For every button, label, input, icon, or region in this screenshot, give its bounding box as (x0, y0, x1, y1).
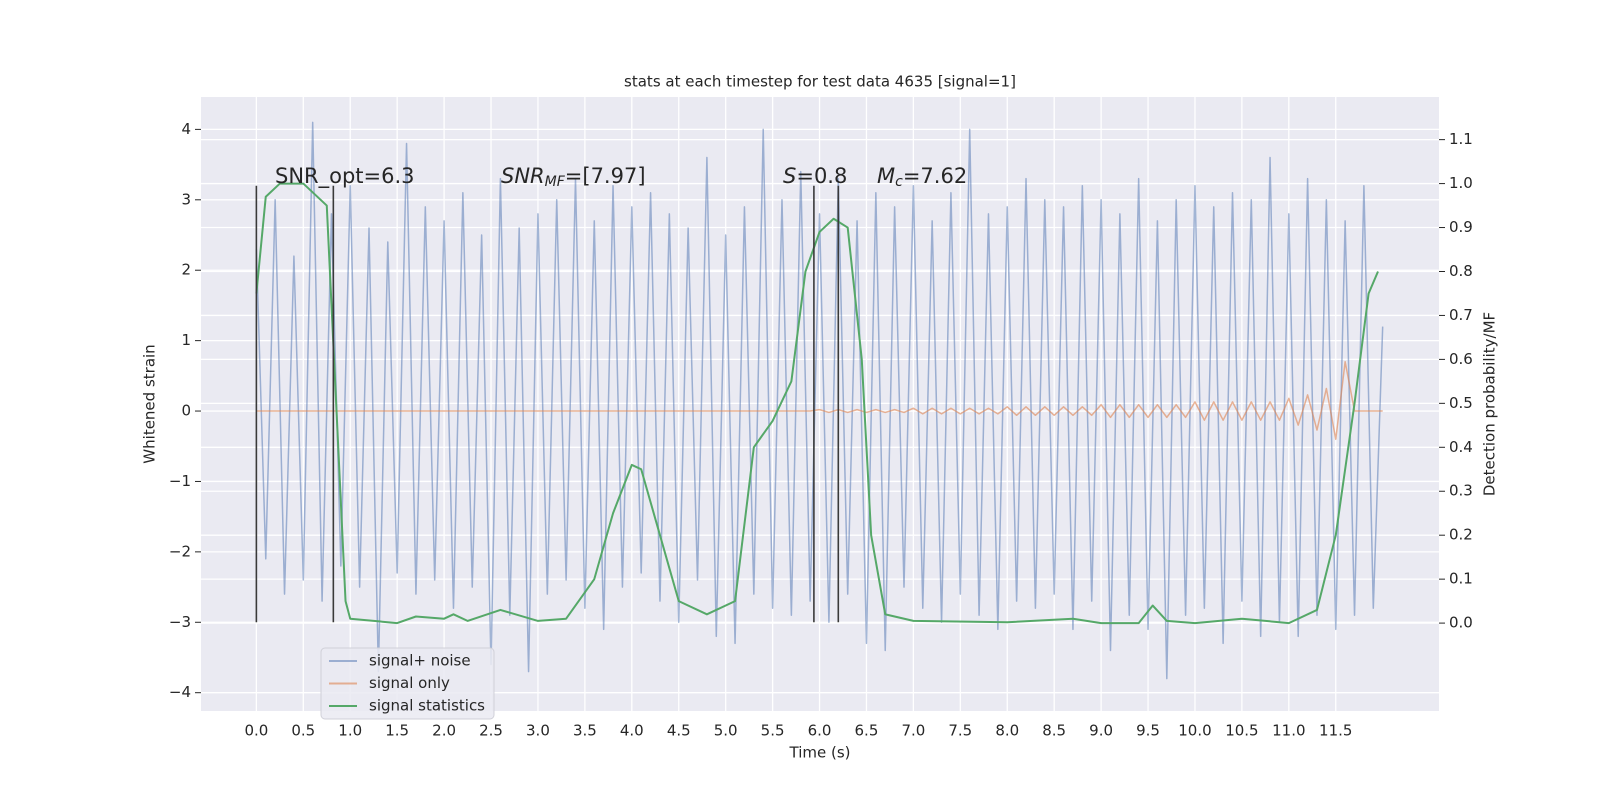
y-axis-label: Whitened strain (141, 344, 159, 463)
x-tick-label: 6.0 (808, 722, 832, 740)
y-tick-label: 1 (181, 331, 191, 349)
x-tick-label: 9.5 (1136, 722, 1160, 740)
annotation: Mc=7.62 (877, 164, 967, 190)
annotation-part: c (895, 174, 903, 190)
x-tick-label: 9.0 (1089, 722, 1113, 740)
y2-tick-label: 0.3 (1449, 482, 1473, 500)
y-tick-label: 2 (181, 261, 191, 279)
x-tick-label: 2.5 (479, 722, 503, 740)
legend-box (320, 647, 495, 720)
x-tick-label: 1.0 (338, 722, 362, 740)
y-tick-label: −3 (169, 613, 191, 631)
x-tick-label: 1.5 (385, 722, 409, 740)
y-tick-label: −1 (169, 472, 191, 490)
y-tick-label: 4 (181, 120, 191, 138)
annotation-part: MF (545, 174, 566, 190)
marks (255, 121, 1384, 680)
x-tick-label: 6.5 (855, 722, 879, 740)
y-tick-label: 0 (181, 402, 191, 420)
y2-tick-label: 0.4 (1449, 438, 1473, 456)
x-tick-label: 3.0 (526, 722, 550, 740)
series-line (255, 121, 1384, 680)
y2-tick-label: 0.5 (1449, 394, 1473, 412)
legend: signal+ noise signal only signal statistic… (320, 647, 495, 720)
annotation-part: =0.8 (796, 164, 847, 188)
x-tick-label: 11.0 (1272, 722, 1305, 740)
y-tick-label: 3 (181, 190, 191, 208)
annotation-part: M (877, 164, 895, 188)
annotation-part: S (783, 164, 796, 188)
x-tick-label: 10.5 (1225, 722, 1258, 740)
x-tick-label: 7.5 (948, 722, 972, 740)
x-tick-label: 0.0 (244, 722, 268, 740)
chart-title: stats at each timestep for test data 463… (624, 73, 1016, 91)
x-tick-label: 0.5 (291, 722, 315, 740)
legend-label: signal only (369, 674, 450, 692)
y2-tick-label: 0.9 (1449, 218, 1473, 236)
x-tick-label: 4.5 (667, 722, 691, 740)
annotation: S=0.8 (783, 164, 847, 188)
x-tick-label: 11.5 (1319, 722, 1352, 740)
y2-axis-label: Detection probability/MF (1481, 312, 1499, 496)
x-tick-label: 7.0 (901, 722, 925, 740)
legend-label: signal+ noise (369, 652, 471, 670)
x-tick-label: 5.5 (761, 722, 785, 740)
x-tick-label: 10.0 (1178, 722, 1211, 740)
x-tick-label: 2.0 (432, 722, 456, 740)
annotation: SNR_opt=6.3 (275, 164, 415, 189)
x-tick-label: 4.0 (620, 722, 644, 740)
annotation-part: =[7.97] (565, 164, 646, 188)
annotation-part: =7.62 (903, 164, 967, 188)
y2-tick-label: 1.0 (1449, 174, 1473, 192)
y2-tick-label: 0.6 (1449, 350, 1473, 368)
series-line (255, 182, 1379, 625)
x-axis-label: Time (s) (789, 744, 851, 762)
x-tick-label: 8.5 (1042, 722, 1066, 740)
y2-tick-label: 1.1 (1449, 130, 1473, 148)
x-tick-label: 3.5 (573, 722, 597, 740)
y2-tick-label: 0.7 (1449, 306, 1473, 324)
legend-label: signal statistics (369, 697, 485, 715)
series-line (256, 361, 1383, 440)
annotation-part: SNR (501, 164, 545, 188)
y2-tick-label: 0.1 (1449, 570, 1473, 588)
x-tick-label: 5.0 (714, 722, 738, 740)
y-tick-label: −2 (169, 542, 191, 560)
y2-tick-label: 0.8 (1449, 262, 1473, 280)
annotation: SNRMF=[7.97] (501, 164, 646, 190)
y2-tick-label: 0.0 (1449, 614, 1473, 632)
x-tick-label: 8.0 (995, 722, 1019, 740)
y-tick-label: −4 (169, 683, 191, 701)
y2-tick-label: 0.2 (1449, 526, 1473, 544)
